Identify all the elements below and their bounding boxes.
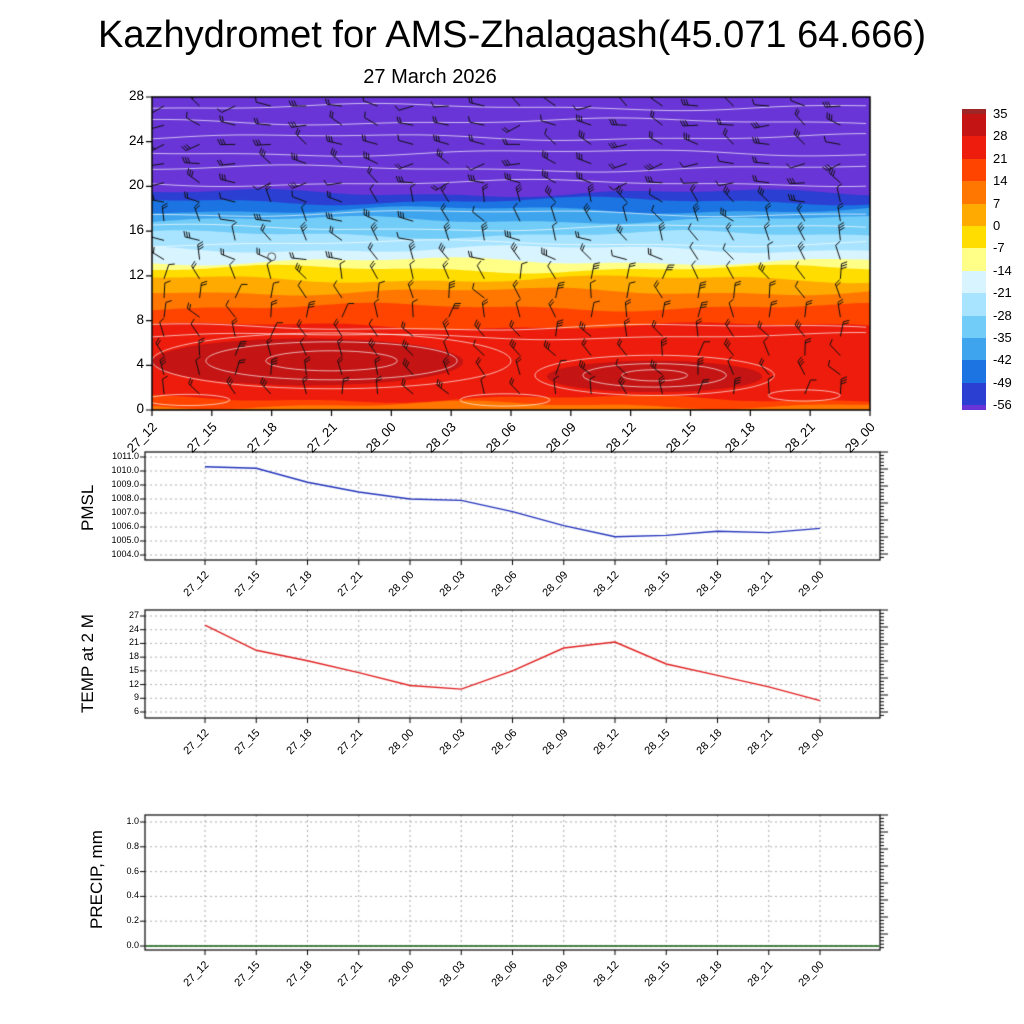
colorbar-band xyxy=(962,293,986,316)
colorbar-band xyxy=(962,226,986,249)
colorbar-tick-label: 28 xyxy=(993,128,1008,144)
precip-ytick-label: 0.0 xyxy=(126,940,139,950)
colorbar-tick-label: -56 xyxy=(993,397,1012,413)
cross-section-date-title: 27 March 2026 xyxy=(363,66,497,88)
colorbar-band xyxy=(962,114,986,137)
colorbar-band xyxy=(962,181,986,204)
precip-ytick-label: 0.4 xyxy=(126,890,139,901)
precip-ytick-label: 0.2 xyxy=(126,915,139,926)
temp2m-ytick-label: 15 xyxy=(128,664,139,675)
pmsl-ytick-label: 1008.0 xyxy=(111,493,139,503)
colorbar-band xyxy=(962,338,986,361)
colorbar-band xyxy=(962,136,986,159)
xsec-ytick-label: 8 xyxy=(136,311,144,327)
colorbar-tick-label: 7 xyxy=(993,195,1001,211)
pmsl-ytick-label: 1007.0 xyxy=(111,507,139,517)
colorbar-band xyxy=(962,360,986,383)
xsec-ytick-label: 0 xyxy=(136,401,144,416)
precip-ytick-label: 0.8 xyxy=(126,840,139,851)
precip-ytick-label: 0.6 xyxy=(126,865,139,876)
temperature-colorbar: 35 28 21 14 7 0 -7 -14 -21 -28 -35 -42 -49 -56 xyxy=(962,106,1024,421)
colorbar-tick-label: -49 xyxy=(993,374,1012,390)
pmsl-ytick-label: 1009.0 xyxy=(111,479,139,489)
colorbar-tick-label: 21 xyxy=(993,150,1008,166)
colorbar-tick-label: -7 xyxy=(993,240,1005,256)
colorbar-band xyxy=(962,158,986,182)
pmsl-ytick-label: 1005.0 xyxy=(111,535,139,545)
colorbar-tick-label: -42 xyxy=(993,352,1012,368)
colorbar-tick-label: -14 xyxy=(993,262,1012,278)
colorbar-tick-label: 35 xyxy=(993,106,1008,121)
colorbar-band xyxy=(962,315,986,338)
temp2m-ytick-label: 21 xyxy=(128,637,139,648)
temp2m-ytick-label: 18 xyxy=(128,651,139,662)
colorbar-band xyxy=(962,405,986,411)
xsec-ytick-label: 20 xyxy=(128,177,144,193)
xsec-ytick-label: 28 xyxy=(128,88,144,103)
colorbar-tick-label: -35 xyxy=(993,330,1012,345)
pmsl-ytick-label: 1010.0 xyxy=(111,465,139,475)
colorbar-tick-label: -21 xyxy=(993,285,1012,301)
temp2m-ytick-label: 12 xyxy=(128,678,139,689)
colorbar-tick-label: 0 xyxy=(993,218,1001,233)
colorbar-band xyxy=(962,382,986,406)
xsec-ytick-label: 16 xyxy=(128,222,144,238)
precip-ytick-label: 1.0 xyxy=(126,816,139,826)
colorbar-band xyxy=(962,248,986,271)
pmsl-ytick-label: 1011.0 xyxy=(112,451,139,461)
colorbar-band xyxy=(962,109,986,114)
page-title: Kazhydromet for AMS-Zhalagash(45.071 64.… xyxy=(97,14,927,56)
temp2m-ytick-label: 9 xyxy=(133,692,139,703)
xsec-ytick-label: 4 xyxy=(136,356,144,372)
temp2m-ytick-label: 6 xyxy=(133,706,139,716)
pmsl-ytick-label: 1004.0 xyxy=(111,549,139,559)
colorbar-band xyxy=(962,270,986,294)
temp2m-ytick-label: 24 xyxy=(128,623,139,634)
colorbar-tick-label: 14 xyxy=(993,173,1008,189)
colorbar-tick-label: -28 xyxy=(993,307,1012,323)
xsec-ytick-label: 12 xyxy=(128,266,144,282)
colorbar-band xyxy=(962,203,986,226)
pmsl-ytick-label: 1006.0 xyxy=(111,521,139,531)
temp2m-ytick-label: 27 xyxy=(128,610,139,620)
xsec-ytick-label: 24 xyxy=(128,132,144,148)
